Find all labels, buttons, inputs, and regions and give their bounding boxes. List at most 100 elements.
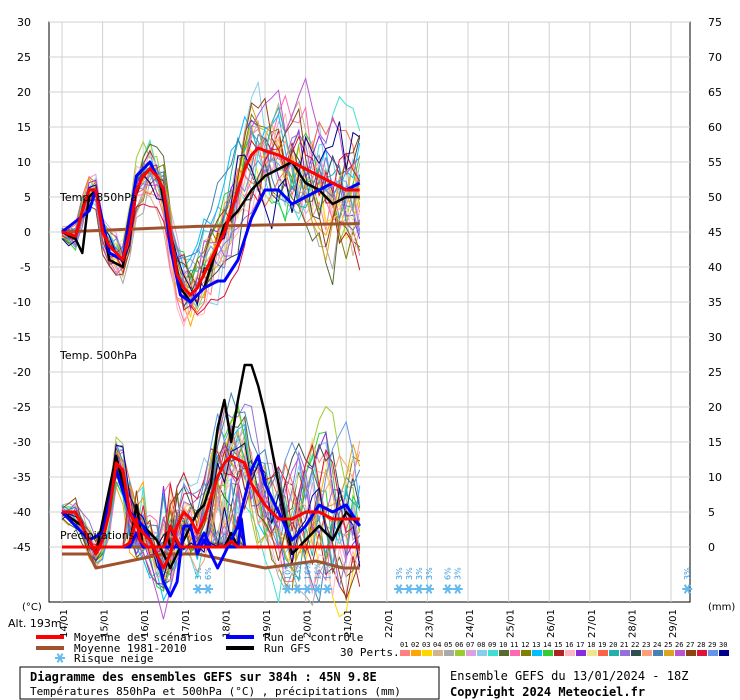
date-label: 16/01 bbox=[140, 609, 151, 638]
left-tick-label: 25 bbox=[17, 51, 31, 64]
date-label: 26/01 bbox=[546, 609, 557, 638]
pert-swatch bbox=[576, 650, 586, 656]
date-label: 21/01 bbox=[343, 609, 354, 638]
pert-number: 05 bbox=[444, 641, 452, 649]
right-tick-label: 35 bbox=[708, 296, 722, 309]
snowflake-icon bbox=[322, 584, 333, 594]
pert-number: 22 bbox=[631, 641, 639, 649]
date-label: 24/01 bbox=[465, 609, 476, 638]
left-tick-label: -20 bbox=[13, 366, 31, 379]
legend-label: Run de contrôle bbox=[264, 631, 363, 644]
pert-swatch bbox=[477, 650, 487, 656]
left-tick-label: -10 bbox=[13, 296, 31, 309]
pert-10-t850 bbox=[61, 143, 361, 285]
date-label: 18/01 bbox=[221, 609, 232, 638]
main-series bbox=[60, 146, 361, 598]
left-tick-label: -30 bbox=[13, 436, 31, 449]
left-tick-label: -5 bbox=[20, 261, 31, 274]
pert-swatch bbox=[400, 650, 410, 656]
pert-number: 11 bbox=[510, 641, 518, 649]
pert-25-t850 bbox=[61, 103, 361, 307]
snowflake-center bbox=[407, 587, 411, 591]
pert-number: 30 bbox=[719, 641, 727, 649]
pert-swatch bbox=[675, 650, 685, 656]
snow-risk-label: 16% bbox=[313, 562, 322, 580]
snow-risk-label: 3% bbox=[194, 567, 203, 580]
label-precip: Précipitations bbox=[60, 529, 135, 542]
pert-swatch bbox=[719, 650, 729, 656]
left-tick-label: 5 bbox=[24, 191, 31, 204]
left-tick-label: 20 bbox=[17, 86, 31, 99]
date-label: 28/01 bbox=[627, 609, 638, 638]
pert-number: 03 bbox=[422, 641, 430, 649]
snowflake-icon bbox=[55, 653, 65, 663]
snow-risk-label: 3% bbox=[683, 567, 692, 580]
snow-risk-markers: 3% 6% 10% 23% 16% 16% 13% 3% 3% 3% 3% 6% 3% 3% bbox=[193, 562, 693, 594]
snowflake-center bbox=[685, 587, 689, 591]
pert-number: 24 bbox=[653, 641, 661, 649]
snowflake-icon bbox=[193, 584, 204, 594]
pert-swatch bbox=[422, 650, 432, 656]
footer-box: Diagramme des ensembles GEFS sur 384h : … bbox=[19, 666, 440, 700]
pert-swatch bbox=[532, 650, 542, 656]
pert-number: 16 bbox=[565, 641, 573, 649]
pert-swatch bbox=[411, 650, 421, 656]
snow-risk-label: 3% bbox=[395, 567, 404, 580]
moyenne-des-sc-narios-t500 bbox=[62, 454, 360, 570]
snowflake-center bbox=[417, 587, 421, 591]
pert-28-t850 bbox=[61, 135, 361, 316]
pert-number: 17 bbox=[576, 641, 584, 649]
snowflake-center bbox=[305, 587, 309, 591]
snowflake-icon bbox=[292, 584, 303, 594]
pert-swatch bbox=[642, 650, 652, 656]
pert-number: 15 bbox=[554, 641, 562, 649]
snow-risk-label: 6% bbox=[444, 567, 453, 580]
pert-17-t850 bbox=[61, 119, 361, 311]
panel-labels: Temp. 850hPa Temp. 500hPa Précipitations bbox=[59, 191, 137, 542]
left-tick-label: -15 bbox=[13, 331, 31, 344]
date-label: 27/01 bbox=[587, 609, 598, 638]
right-tick-label: 25 bbox=[708, 366, 722, 379]
snow-risk-label: 3% bbox=[425, 567, 434, 580]
date-label: 25/01 bbox=[506, 609, 517, 638]
pert-number: 26 bbox=[675, 641, 683, 649]
pert-27-t850 bbox=[61, 97, 361, 289]
right-tick-label: 0 bbox=[708, 541, 715, 554]
snowflake-icon bbox=[203, 584, 214, 594]
snowflake-icon bbox=[302, 584, 313, 594]
pert-swatch bbox=[631, 650, 641, 656]
left-tick-label: -25 bbox=[13, 401, 31, 414]
snowflake-center bbox=[315, 587, 319, 591]
pert-swatch bbox=[686, 650, 696, 656]
pert-number: 29 bbox=[708, 641, 716, 649]
right-tick-label: 45 bbox=[708, 226, 722, 239]
pert-number: 19 bbox=[598, 641, 606, 649]
pert-swatch bbox=[620, 650, 630, 656]
pert-number: 08 bbox=[477, 641, 485, 649]
right-tick-label: 30 bbox=[708, 331, 722, 344]
snowflake-center bbox=[196, 587, 200, 591]
left-axis: 30 25 20 15 10 5 0 -5 -10 -15 -20 -25 -30 -35 -40 -45 bbox=[13, 16, 31, 554]
pert-22-t850 bbox=[61, 137, 361, 309]
run-de-contr-le-precip bbox=[62, 517, 360, 549]
snow-risk-label: 10% bbox=[283, 562, 292, 580]
moyenne-1981-2010-t850 bbox=[61, 222, 360, 234]
right-tick-label: 75 bbox=[708, 16, 722, 29]
pert-swatch bbox=[488, 650, 498, 656]
date-label: 17/01 bbox=[181, 609, 192, 638]
pert-swatch bbox=[521, 650, 531, 656]
pert-number: 01 bbox=[400, 641, 408, 649]
right-tick-label: 55 bbox=[708, 156, 722, 169]
footer-copyright: Copyright 2024 Meteociel.fr bbox=[450, 685, 645, 699]
left-tick-label: -45 bbox=[13, 541, 31, 554]
snowflake-center bbox=[427, 587, 431, 591]
snowflake-icon bbox=[403, 584, 414, 594]
pert-swatch bbox=[466, 650, 476, 656]
pert-number: 09 bbox=[488, 641, 496, 649]
right-tick-label: 15 bbox=[708, 436, 722, 449]
pert-30-t850 bbox=[61, 121, 361, 307]
snow-risk-label: 3% bbox=[454, 567, 463, 580]
snowflake-center bbox=[285, 587, 289, 591]
